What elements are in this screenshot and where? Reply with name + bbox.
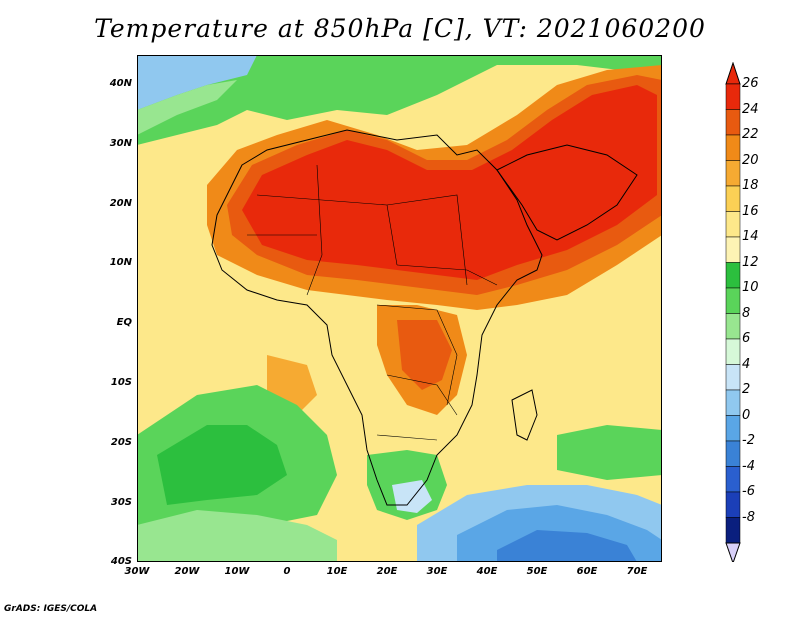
colorbar-segment <box>725 313 741 340</box>
colorbar-segment <box>725 83 741 110</box>
colorbar <box>725 62 741 562</box>
colorbar-label: 24 <box>742 101 759 117</box>
colorbar-bottom-arrow <box>725 542 741 562</box>
colorbar-label: 8 <box>742 305 751 321</box>
colorbar-segment <box>725 287 741 314</box>
lon-tick-label: 20E <box>376 566 398 577</box>
lon-tick-label: 20W <box>174 566 200 577</box>
colorbar-label: 4 <box>742 356 751 372</box>
map-frame <box>137 55 662 562</box>
lon-tick-label: 0 <box>283 566 291 577</box>
colorbar-segment <box>725 466 741 493</box>
lon-tick-label: 30W <box>124 566 150 577</box>
colorbar-label: -4 <box>742 458 755 474</box>
colorbar-segment <box>725 262 741 289</box>
lat-tick-label: 40S <box>110 556 132 568</box>
lat-tick-label: 40N <box>109 78 132 89</box>
colorbar-label: 6 <box>742 331 751 346</box>
lat-tick-label: 10N <box>109 257 132 269</box>
lon-tick-label: 10W <box>224 566 250 577</box>
colorbar-label: 0 <box>742 407 751 423</box>
map-plot-area <box>137 55 662 562</box>
colorbar-segment <box>725 338 741 365</box>
lat-tick-label: 20S <box>110 436 132 448</box>
lat-tick-label: 30S <box>110 496 132 508</box>
colorbar-label: -6 <box>742 484 755 499</box>
colorbar-segment <box>725 415 741 442</box>
lat-tick-label: 20N <box>109 197 132 209</box>
colorbar-label: 18 <box>742 178 759 193</box>
colorbar-top-arrow <box>725 62 741 85</box>
colorbar-segment <box>725 364 741 391</box>
colorbar-label: 2 <box>742 382 751 397</box>
colorbar-segment <box>725 236 741 263</box>
colorbar-segment <box>725 440 741 467</box>
colorbar-label: -8 <box>742 509 755 525</box>
chart-title: Temperature at 850hPa [C], VT: 202106020… <box>94 14 706 43</box>
colorbar-segment <box>725 491 741 518</box>
colorbar-label: 12 <box>742 254 759 270</box>
colorbar-segment <box>725 517 741 544</box>
lon-tick-label: 50E <box>526 566 548 577</box>
lon-tick-label: 70E <box>626 566 648 577</box>
colorbar-segment <box>725 134 741 161</box>
colorbar-segment <box>725 185 741 212</box>
colorbar-segment <box>725 211 741 238</box>
lat-tick-label: EQ <box>116 317 132 329</box>
lat-tick-label: 10S <box>110 377 132 388</box>
lon-tick-label: 60E <box>576 566 598 577</box>
colorbar-label: 22 <box>742 127 759 142</box>
colorbar-label: 16 <box>742 203 759 219</box>
lat-tick-label: 30N <box>109 137 132 149</box>
colorbar-label: -2 <box>742 433 755 448</box>
lon-tick-label: 30E <box>426 566 448 577</box>
lon-tick-label: 40E <box>476 566 498 577</box>
colorbar-label: 20 <box>742 152 759 168</box>
temperature-map <box>137 55 662 562</box>
colorbar-label: 10 <box>742 280 759 295</box>
colorbar-segment <box>725 109 741 136</box>
colorbar-segment <box>725 389 741 416</box>
credit-text: GrADS: IGES/COLA <box>4 604 98 614</box>
colorbar-segment <box>725 160 741 187</box>
colorbar-label: 14 <box>742 229 759 244</box>
lon-tick-label: 10E <box>326 566 348 577</box>
colorbar-label: 26 <box>742 76 759 91</box>
